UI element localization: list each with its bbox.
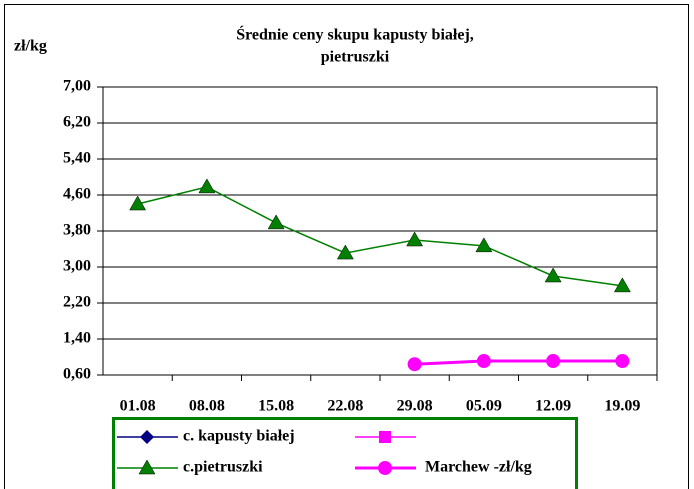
x-tick-label: 01.08 [120,398,156,415]
y-tick-label: 3,00 [63,258,91,275]
x-tick-label: 29.08 [397,398,433,415]
x-tick-label: 12.09 [535,398,571,415]
x-tick-label: 08.08 [189,398,225,415]
marker [267,214,285,230]
y-tick-label: 0,60 [63,366,91,383]
y-tick-label: 4,60 [63,186,91,203]
x-tick-label: 05.09 [466,398,502,415]
marker [406,231,424,247]
x-tick-label: 15.08 [258,398,294,415]
legend-label: c. kapusty białej [183,428,295,445]
marker [379,431,391,443]
marker [378,461,392,475]
y-tick-label: 3,80 [63,222,91,239]
marker [138,459,156,475]
marker [544,267,562,283]
marker [615,354,630,369]
marker [546,354,561,369]
series-line [414,359,623,366]
chart-title: Średnie ceny skupu kapusty białej, [236,25,474,44]
marker [476,354,491,369]
marker [140,430,154,444]
legend-label: c.pietruszki [183,459,263,476]
series-line [137,186,623,287]
marker [613,277,631,293]
y-tick-label: 2,20 [63,294,91,311]
marker [198,178,216,194]
legend-label: Marchew -zł/kg [425,459,532,476]
y-axis-label: zł/kg [14,38,47,55]
legend [112,417,578,489]
marker [129,195,147,211]
chart-title: pietruszki [321,49,390,66]
y-tick-label: 7,00 [63,78,91,95]
marker [407,357,422,372]
x-tick-label: 22.08 [327,398,363,415]
x-tick-label: 19.09 [604,398,640,415]
marker [336,244,354,260]
marker [475,237,493,253]
y-tick-label: 5,40 [63,150,91,167]
y-tick-label: 1,40 [63,330,91,347]
y-tick-label: 6,20 [63,114,91,131]
